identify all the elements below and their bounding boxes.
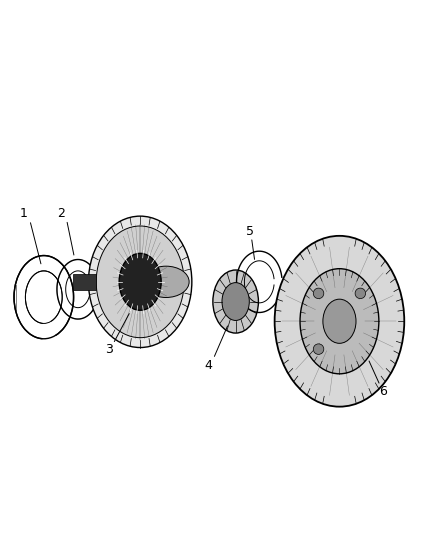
Ellipse shape xyxy=(323,299,356,343)
Text: 6: 6 xyxy=(379,385,387,398)
FancyBboxPatch shape xyxy=(73,274,96,290)
Text: 3: 3 xyxy=(105,343,113,356)
Text: 1: 1 xyxy=(20,207,28,221)
Circle shape xyxy=(313,344,324,354)
Ellipse shape xyxy=(96,226,184,338)
Ellipse shape xyxy=(119,253,161,310)
Circle shape xyxy=(355,288,366,298)
Ellipse shape xyxy=(88,216,192,348)
Ellipse shape xyxy=(143,266,189,297)
Ellipse shape xyxy=(222,282,249,320)
Ellipse shape xyxy=(275,236,404,407)
Text: 4: 4 xyxy=(204,359,212,372)
Ellipse shape xyxy=(213,270,258,333)
Ellipse shape xyxy=(300,269,379,374)
Circle shape xyxy=(313,288,324,298)
Text: 5: 5 xyxy=(246,225,254,238)
Text: 2: 2 xyxy=(57,207,65,221)
